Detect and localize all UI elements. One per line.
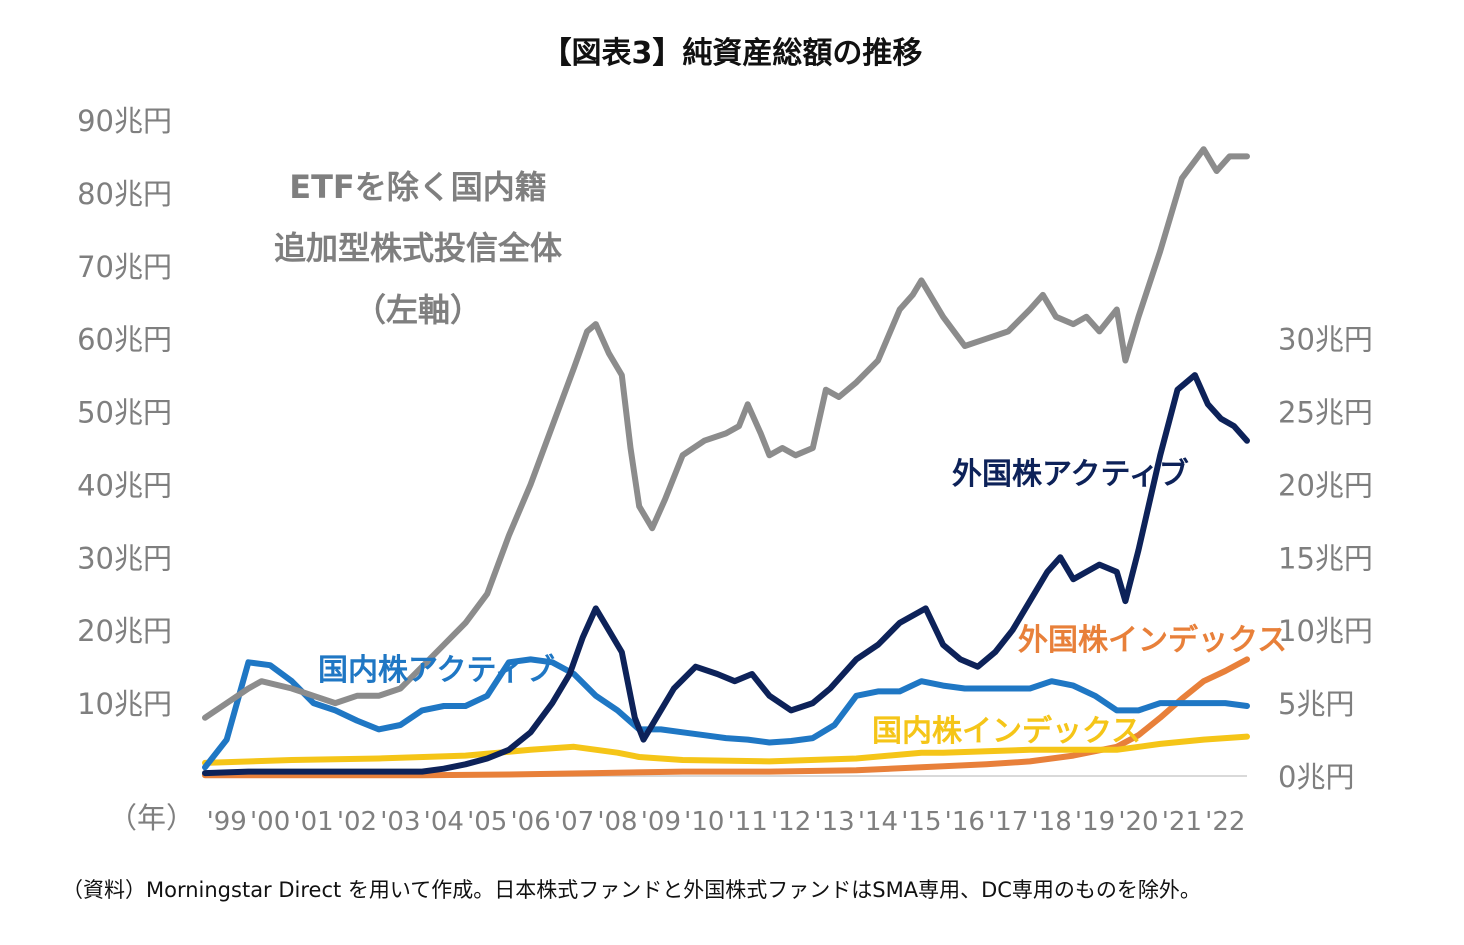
x-tick-label: '14 [858, 807, 898, 837]
right-tick-label: 25兆円 [1278, 396, 1373, 430]
left-tick-label: 40兆円 [77, 468, 172, 502]
x-tick-label: '20 [1118, 807, 1158, 837]
x-tick-label: '10 [684, 807, 724, 837]
x-tick-label: '09 [641, 807, 681, 837]
chart-title: 【図表3】純資産総額の推移 [542, 36, 923, 71]
left-tick-label: 90兆円 [77, 104, 172, 138]
x-tick-label: '02 [337, 807, 377, 837]
x-tick-label: '05 [467, 807, 507, 837]
series-line [202, 656, 1250, 771]
right-axis-ticks: 0兆円 5兆円 10兆円 15兆円 20兆円 25兆円 30兆円 [1278, 323, 1373, 794]
x-tick-label: '08 [597, 807, 637, 837]
series-labels: ETFを除く国内籍 追加型株式投信全体 （左軸） 外国株アクティブ 外国株インデ… [274, 168, 1287, 749]
right-tick-label: 15兆円 [1278, 541, 1373, 575]
x-tick-label: '11 [728, 807, 768, 837]
domestic-active-label: 国内株アクティブ [318, 653, 555, 688]
total-series-label-line1: ETFを除く国内籍 [289, 168, 547, 206]
left-axis-ticks: 10兆円 20兆円 30兆円 40兆円 50兆円 60兆円 70兆円 80兆円 90兆円 [77, 104, 172, 721]
left-tick-label: 80兆円 [77, 177, 172, 211]
domestic-index-label: 国内株インデックス [872, 714, 1141, 749]
right-tick-label: 0兆円 [1278, 760, 1354, 794]
source-note: （資料）Morningstar Direct を用いて作成。日本株式ファンドと外… [62, 878, 1201, 902]
x-tick-label: '19 [1075, 807, 1115, 837]
right-tick-label: 5兆円 [1278, 687, 1354, 721]
x-tick-label: '07 [554, 807, 594, 837]
x-tick-label: '16 [945, 807, 985, 837]
x-axis-unit-label: （年） [108, 801, 195, 835]
x-tick-label: '15 [901, 807, 941, 837]
left-tick-label: 20兆円 [77, 614, 172, 648]
x-tick-label: '04 [424, 807, 464, 837]
series-line [202, 656, 1250, 779]
x-tick-label: '03 [380, 807, 420, 837]
x-tick-label: '18 [1032, 807, 1072, 837]
x-tick-label: '12 [771, 807, 811, 837]
total-series-label-line2: 追加型株式投信全体 [274, 229, 562, 267]
x-tick-label: '17 [988, 807, 1028, 837]
foreign-active-label: 外国株アクティブ [952, 457, 1189, 492]
x-tick-label: '00 [250, 807, 290, 837]
right-tick-label: 30兆円 [1278, 323, 1373, 357]
total-series-label-line3: （左軸） [354, 291, 482, 329]
series-lines [202, 146, 1250, 779]
x-tick-label: '21 [1162, 807, 1202, 837]
left-tick-label: 50兆円 [77, 396, 172, 430]
left-tick-label: 10兆円 [77, 687, 172, 721]
left-tick-label: 70兆円 [77, 250, 172, 284]
series-line [202, 372, 1250, 777]
x-tick-label: '06 [511, 807, 551, 837]
left-tick-label: 30兆円 [77, 541, 172, 575]
right-tick-label: 20兆円 [1278, 468, 1373, 502]
x-tick-label: '99 [207, 807, 247, 837]
x-tick-label: '01 [293, 807, 333, 837]
x-axis-ticks: '99'00'01'02'03'04'05'06'07'08'09'10'11 '… [207, 807, 1246, 837]
left-tick-label: 60兆円 [77, 323, 172, 357]
foreign-index-label: 外国株インデックス [1018, 623, 1287, 658]
series-line [202, 146, 1250, 721]
x-tick-label: '22 [1205, 807, 1245, 837]
x-tick-label: '13 [814, 807, 854, 837]
right-tick-label: 10兆円 [1278, 614, 1373, 648]
series-line [202, 733, 1250, 766]
